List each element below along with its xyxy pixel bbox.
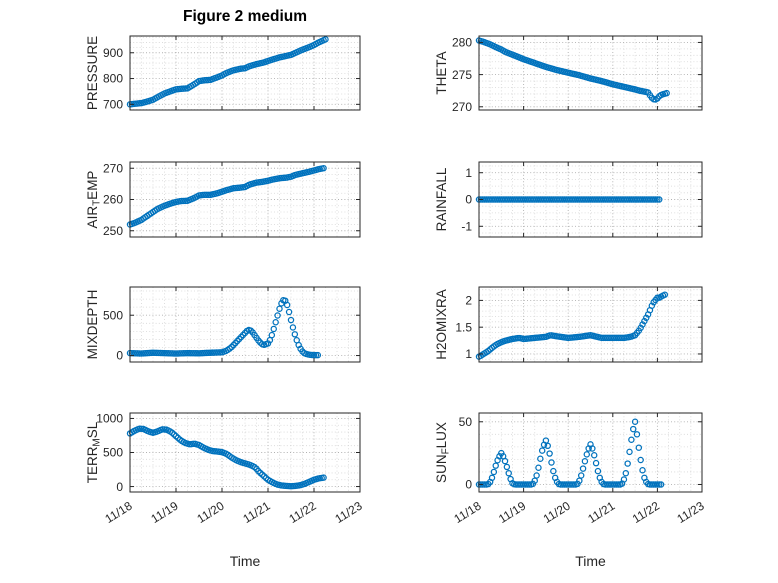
y-axis-label-mixdepth: MIXDEPTH	[85, 290, 100, 360]
x-axis-label: Time	[575, 553, 606, 569]
y-tick-label: 0	[465, 193, 472, 207]
y-tick-label: 250	[103, 224, 123, 238]
y-tick-label: 270	[452, 100, 472, 114]
y-tick-label: 260	[103, 193, 123, 207]
axes-box	[129, 412, 361, 493]
major-grid	[478, 162, 703, 237]
plot-area-air-temp	[130, 162, 360, 237]
y-tick-label: 270	[103, 161, 123, 175]
y-tick-label: 0	[465, 478, 472, 492]
x-tick-label: 11/21	[585, 498, 617, 525]
subplot-sun-flux: 0 50 SUNFLUX 11/18 11/19 11/20 11/21 11/22 11/23…	[434, 412, 707, 569]
axes-box	[478, 412, 703, 493]
minor-grid	[479, 162, 702, 237]
y-tick-label: 50	[459, 415, 473, 429]
minor-grid	[479, 413, 702, 492]
x-tick-label: 11/21	[240, 498, 272, 525]
y-axis-label-sun-flux: SUNFLUX	[434, 422, 452, 483]
x-tick-label: 11/20	[194, 498, 226, 525]
plot-area-mixdepth	[130, 287, 360, 362]
x-tick-label: 11/20	[541, 498, 573, 525]
y-tick-label: 500	[103, 446, 123, 460]
series-terr-msl	[126, 425, 327, 490]
y-tick-label: 700	[103, 98, 123, 112]
axes-box	[129, 286, 361, 363]
y-tick-label: 900	[103, 46, 123, 60]
x-tick-label: 11/22	[286, 498, 318, 525]
y-axis-label-air-temp: AIRTEMP	[85, 171, 103, 229]
x-axis-label: Time	[230, 553, 261, 569]
y-axis-label-pressure: PRESSURE	[85, 36, 100, 110]
y-axis-label-h2omixra: H2OMIXRA	[434, 289, 449, 360]
plot-area-h2omixra	[479, 287, 702, 362]
axes-box	[478, 161, 703, 238]
y-tick-label: 1.5	[455, 320, 472, 334]
x-tick-label: 11/18	[102, 498, 134, 525]
y-tick-label: 500	[103, 308, 123, 322]
x-tick-label: 11/19	[496, 498, 528, 525]
axes-box	[478, 286, 703, 363]
y-tick-label: 1	[465, 166, 472, 180]
x-tick-label: 11/22	[630, 498, 662, 525]
axes-box	[478, 35, 703, 111]
y-tick-label: 0	[116, 349, 123, 363]
series-sun-flux	[475, 418, 665, 488]
subplot-rainfall: -1 0 1 RAINFALL	[434, 161, 703, 238]
y-tick-label: 275	[452, 68, 472, 82]
y-axis-label-theta: THETA	[434, 51, 449, 94]
y-tick-label: 0	[116, 480, 123, 494]
series-h2omixra	[475, 291, 669, 360]
y-tick-label: 1	[465, 347, 472, 361]
major-grid	[478, 287, 703, 362]
axes-box	[129, 161, 361, 238]
subplot-h2omixra: 1 1.5 2 H2OMIXRA	[434, 286, 703, 363]
y-tick-label: 2	[465, 294, 472, 308]
x-tick-label: 11/19	[148, 498, 180, 525]
figure-title: Figure 2 medium	[182, 8, 308, 25]
plot-area-theta	[479, 36, 702, 110]
y-tick-label: 800	[103, 72, 123, 86]
minor-grid	[479, 287, 702, 362]
series-mixdepth	[126, 296, 322, 359]
series-rainfall	[475, 196, 663, 203]
axes-box	[129, 35, 361, 111]
x-tick-label: 11/18	[451, 498, 483, 525]
series-theta	[475, 37, 670, 103]
x-tick-label: 11/23	[674, 498, 706, 525]
series-air-temp	[126, 164, 327, 228]
y-tick-label: 1000	[96, 412, 123, 426]
y-tick-label: 280	[452, 36, 472, 50]
y-axis-label-rainfall: RAINFALL	[434, 167, 449, 231]
x-tick-label: 11/23	[332, 498, 364, 525]
y-tick-label: -1	[461, 219, 472, 233]
y-axis-label-terr-msl: TERRMSL	[85, 421, 103, 483]
